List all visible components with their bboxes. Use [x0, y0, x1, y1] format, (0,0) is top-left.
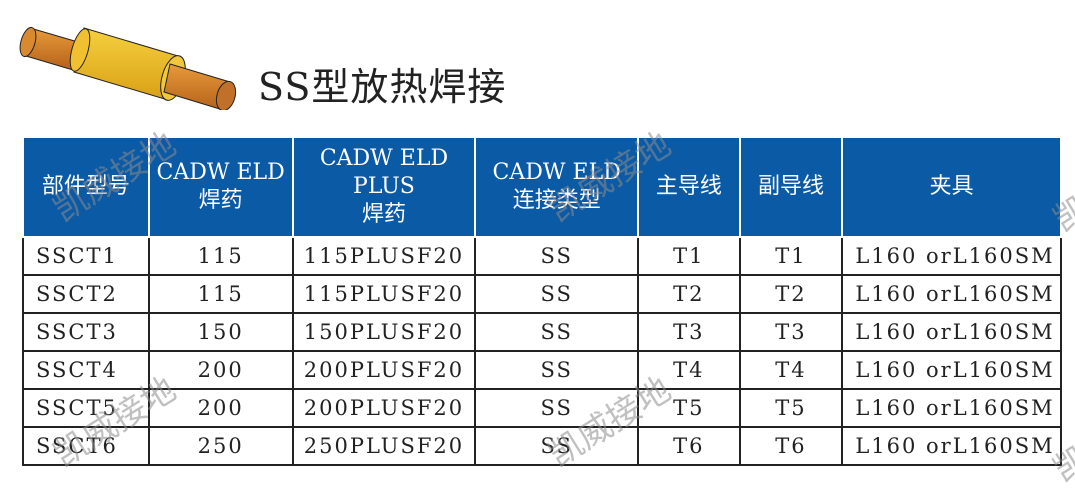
table-cell: T3 — [636, 312, 741, 352]
table-cell: SS — [474, 426, 639, 466]
table-cell: SSCT3 — [22, 312, 150, 352]
table-cell: SS — [474, 388, 639, 428]
table-cell: 150PLUSF20 — [291, 312, 477, 352]
table-cell: SSCT6 — [22, 426, 150, 466]
table-row: SSCT3 150 150PLUSF20 SS T3 T3 L160 orL160SM — [22, 312, 1062, 352]
table-cell: SS — [474, 312, 639, 352]
table-cell: 115 — [147, 274, 294, 314]
table-cell: 200PLUSF20 — [291, 350, 477, 390]
table-cell: SS — [474, 350, 639, 390]
table-cell: T5 — [636, 388, 741, 428]
column-header-line: CADW ELD — [319, 146, 449, 171]
table-cell: T2 — [636, 274, 741, 314]
table-row: SSCT6 250 250PLUSF20 SS T6 T6 L160 orL160SM — [22, 426, 1062, 466]
table-cell: 115 — [147, 236, 294, 276]
table-cell: L160 orL160SM — [841, 388, 1062, 428]
table-cell: SSCT2 — [22, 274, 150, 314]
table-cell: 200 — [147, 350, 294, 390]
table-cell: T5 — [738, 388, 844, 428]
ss-connector-illustration — [19, 26, 237, 110]
column-header: 部件型号 — [22, 136, 150, 238]
column-header: CADW ELD 焊药 — [147, 136, 294, 238]
table-cell: T3 — [738, 312, 844, 352]
column-header: 副导线 — [738, 136, 844, 238]
table-cell: 115PLUSF20 — [291, 236, 477, 276]
table-cell: L160 orL160SM — [841, 274, 1062, 314]
column-header-line: 部件型号 — [41, 174, 130, 199]
column-header: 夹具 — [841, 136, 1062, 238]
table-cell: 250 — [147, 426, 294, 466]
table-cell: L160 orL160SM — [841, 426, 1062, 466]
table-cell: SS — [474, 236, 639, 276]
column-header: 主导线 — [636, 136, 741, 238]
table-cell: SSCT5 — [22, 388, 150, 428]
column-header-line: 连接类型 — [512, 188, 601, 213]
table-cell: 115PLUSF20 — [291, 274, 477, 314]
column-header-line: CADW ELD — [156, 160, 285, 185]
table-cell: SSCT4 — [22, 350, 150, 390]
table-cell: 200 — [147, 388, 294, 428]
table-cell: L160 orL160SM — [841, 236, 1062, 276]
column-header-line: PLUS — [353, 174, 415, 199]
table-cell: SSCT1 — [22, 236, 150, 276]
column-header-line: 焊药 — [361, 202, 406, 227]
table-cell: 200PLUSF20 — [291, 388, 477, 428]
product-table: 部件型号 CADW ELD 焊药 CADW ELD PLUS 焊药 CADW ELD 连接类型… — [22, 136, 1062, 466]
table-cell: 250PLUSF20 — [291, 426, 477, 466]
table-cell: T1 — [636, 236, 741, 276]
column-header: CADW ELD 连接类型 — [474, 136, 639, 238]
header-row: 部件型号 CADW ELD 焊药 CADW ELD PLUS 焊药 CADW ELD 连接类型… — [22, 136, 1062, 238]
column-header-line: 主导线 — [655, 174, 722, 199]
column-header-line: CADW ELD — [492, 160, 621, 185]
table-cell: T4 — [636, 350, 741, 390]
column-header-line: 焊药 — [198, 188, 243, 213]
table-cell: T1 — [738, 236, 844, 276]
table-row: SSCT4 200 200PLUSF20 SS T4 T4 L160 orL160SM — [22, 350, 1062, 390]
table-cell: L160 orL160SM — [841, 350, 1062, 390]
table-row: SSCT5 200 200PLUSF20 SS T5 T5 L160 orL160SM — [22, 388, 1062, 428]
table-row: SSCT2 115 115PLUSF20 SS T2 T2 L160 orL160SM — [22, 274, 1062, 314]
table-cell: T4 — [738, 350, 844, 390]
column-header-line: 夹具 — [929, 174, 974, 199]
table-cell: 150 — [147, 312, 294, 352]
table-cell: SS — [474, 274, 639, 314]
table-cell: T2 — [738, 274, 844, 314]
column-header-line: 副导线 — [757, 174, 824, 199]
table-cell: T6 — [636, 426, 741, 466]
page-title: SS型放热焊接 — [258, 65, 507, 109]
table-cell: L160 orL160SM — [841, 312, 1062, 352]
table-row: SSCT1 115 115PLUSF20 SS T1 T1 L160 orL160SM — [22, 236, 1062, 276]
table-cell: T6 — [738, 426, 844, 466]
column-header: CADW ELD PLUS 焊药 — [291, 136, 477, 238]
